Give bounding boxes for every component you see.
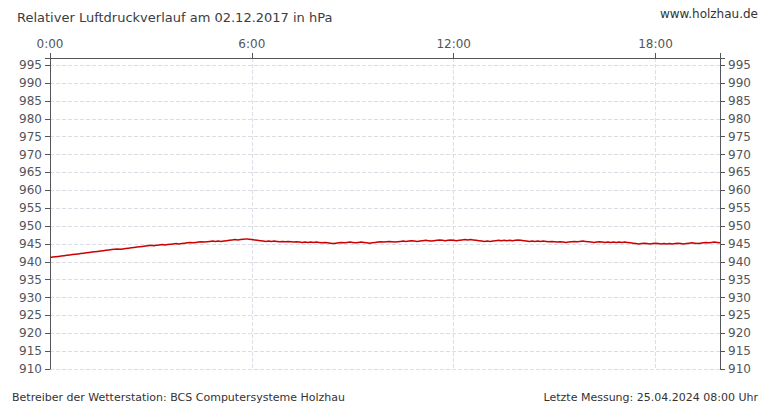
svg-text:940: 940 <box>728 255 751 269</box>
svg-text:0:00: 0:00 <box>37 37 64 51</box>
svg-text:990: 990 <box>19 76 42 90</box>
svg-text:960: 960 <box>728 183 751 197</box>
svg-text:920: 920 <box>19 326 42 340</box>
svg-text:6:00: 6:00 <box>238 37 265 51</box>
svg-text:965: 965 <box>19 165 42 179</box>
svg-text:975: 975 <box>19 130 42 144</box>
svg-text:995: 995 <box>728 58 751 72</box>
svg-text:990: 990 <box>728 76 751 90</box>
svg-text:985: 985 <box>728 94 751 108</box>
svg-text:www.holzhau.de: www.holzhau.de <box>660 7 758 21</box>
svg-text:950: 950 <box>728 219 751 233</box>
svg-text:910: 910 <box>728 362 751 376</box>
svg-text:920: 920 <box>728 326 751 340</box>
svg-text:960: 960 <box>19 183 42 197</box>
svg-text:915: 915 <box>19 344 42 358</box>
svg-text:925: 925 <box>19 308 42 322</box>
svg-text:955: 955 <box>728 201 751 215</box>
svg-text:975: 975 <box>728 130 751 144</box>
svg-text:915: 915 <box>728 344 751 358</box>
svg-text:955: 955 <box>19 201 42 215</box>
svg-text:980: 980 <box>728 112 751 126</box>
svg-text:925: 925 <box>728 308 751 322</box>
svg-text:970: 970 <box>728 148 751 162</box>
svg-text:18:00: 18:00 <box>638 37 673 51</box>
svg-text:945: 945 <box>19 237 42 251</box>
svg-text:Letzte Messung: 25.04.2024 08:: Letzte Messung: 25.04.2024 08:00 Uhr <box>544 391 759 404</box>
svg-text:965: 965 <box>728 165 751 179</box>
svg-text:950: 950 <box>19 219 42 233</box>
svg-text:945: 945 <box>728 237 751 251</box>
svg-text:910: 910 <box>19 362 42 376</box>
svg-text:970: 970 <box>19 148 42 162</box>
svg-text:935: 935 <box>19 273 42 287</box>
svg-text:930: 930 <box>728 291 751 305</box>
svg-text:12:00: 12:00 <box>436 37 471 51</box>
svg-text:985: 985 <box>19 94 42 108</box>
svg-text:940: 940 <box>19 255 42 269</box>
svg-text:995: 995 <box>19 58 42 72</box>
svg-text:930: 930 <box>19 291 42 305</box>
svg-text:Relativer Luftdruckverlauf am: Relativer Luftdruckverlauf am 02.12.2017… <box>17 10 332 25</box>
svg-text:935: 935 <box>728 273 751 287</box>
svg-text:980: 980 <box>19 112 42 126</box>
svg-text:Betreiber der Wetterstation: B: Betreiber der Wetterstation: BCS Compute… <box>12 391 345 404</box>
